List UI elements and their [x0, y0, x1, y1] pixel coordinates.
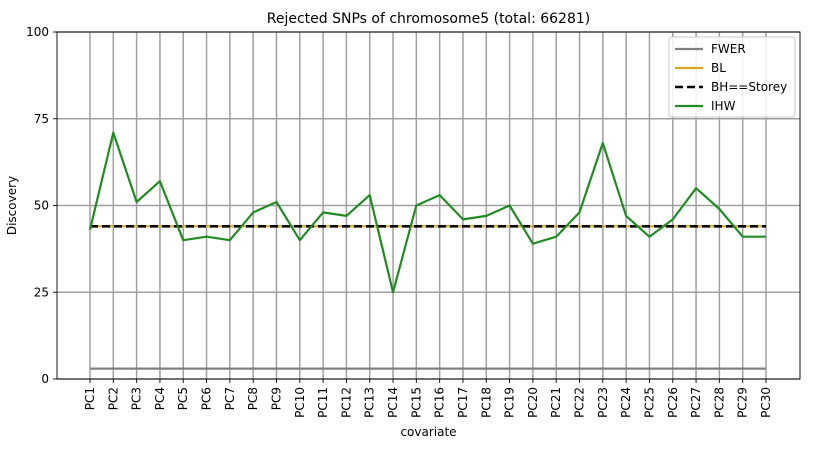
x-tick-label: PC14 — [386, 387, 400, 418]
y-tick-label: 0 — [41, 372, 49, 386]
x-tick-label: PC17 — [456, 387, 470, 418]
x-tick-label: PC24 — [619, 387, 633, 418]
x-tick-label: PC28 — [712, 387, 726, 418]
legend-label-fwer: FWER — [711, 42, 746, 56]
series-line-ihw — [88, 131, 766, 294]
legend-label-bh-storey: BH==Storey — [711, 80, 787, 94]
x-tick-label: PC1 — [83, 387, 97, 410]
x-tick-label: PC12 — [339, 387, 353, 418]
x-tick-label: PC7 — [223, 387, 237, 410]
y-axis-title: Discovery — [5, 176, 19, 235]
x-tick-label: PC8 — [246, 387, 260, 410]
x-tick-label: PC20 — [526, 387, 540, 418]
chart-title: Rejected SNPs of chromosome5 (total: 662… — [267, 11, 591, 27]
x-tick-label: PC4 — [153, 387, 167, 410]
x-tick-label: PC26 — [666, 387, 680, 418]
y-tick-label: 100 — [26, 25, 49, 39]
y-axis: 0 25 50 75 100 — [26, 25, 57, 386]
x-tick-label: PC22 — [573, 387, 587, 418]
x-tick-label: PC29 — [736, 387, 750, 418]
x-tick-label: PC10 — [293, 387, 307, 418]
x-tick-label: PC21 — [549, 387, 563, 418]
x-tick-label: PC23 — [596, 387, 610, 418]
x-tick-label: PC27 — [689, 387, 703, 418]
x-tick-label: PC2 — [106, 387, 120, 410]
legend-box — [668, 36, 796, 118]
x-tick-label: PC13 — [363, 387, 377, 418]
x-tick-label: PC5 — [176, 387, 190, 410]
x-tick-label: PC9 — [269, 387, 283, 410]
legend: FWER BL BH==Storey IHW — [668, 36, 796, 118]
x-tick-label: PC30 — [759, 387, 773, 418]
series-layer — [88, 131, 766, 370]
x-tick-label: PC16 — [433, 387, 447, 418]
y-tick-label: 75 — [34, 112, 49, 126]
x-tick-label: PC6 — [200, 387, 214, 410]
y-tick-label: 50 — [34, 199, 49, 213]
legend-label-ihw: IHW — [711, 99, 736, 113]
x-tick-label: PC11 — [316, 387, 330, 418]
x-axis-title: covariate — [400, 425, 456, 439]
x-tick-label: PC19 — [503, 387, 517, 418]
y-tick-label: 25 — [34, 285, 49, 299]
x-axis: PC1 PC2 PC3 PC4 PC5 PC6 PC7 PC8 PC9 PC10 PC11 PC12 P… — [83, 379, 773, 418]
x-tick-label: PC3 — [130, 387, 144, 410]
x-tick-label: PC15 — [409, 387, 423, 418]
x-tick-label: PC18 — [479, 387, 493, 418]
x-tick-label: PC25 — [642, 387, 656, 418]
legend-label-bl: BL — [711, 61, 726, 75]
